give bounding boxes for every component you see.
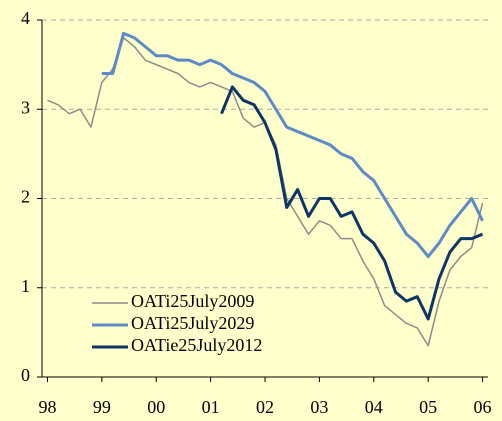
y-tick-label: 3	[21, 97, 30, 117]
y-tick-label: 1	[21, 276, 30, 296]
legend-label: OATie25July2012	[131, 335, 262, 355]
y-tick-label: 2	[21, 187, 30, 207]
series-line	[101, 31, 484, 259]
legend-label: OATi25July2029	[131, 313, 254, 333]
y-tick-label: 0	[21, 365, 30, 385]
x-tick-label: 03	[310, 397, 328, 417]
x-tick-label: 05	[419, 397, 437, 417]
x-tick-label: 06	[474, 397, 492, 417]
x-tick-label: 04	[365, 397, 383, 417]
x-tick-label: 01	[202, 397, 220, 417]
x-tick-label: 00	[147, 397, 165, 417]
x-tick-label: 02	[256, 397, 274, 417]
y-tick-label: 4	[21, 8, 30, 28]
x-tick-label: 98	[38, 397, 56, 417]
x-tick-label: 99	[93, 397, 111, 417]
legend-label: OATi25July2009	[131, 291, 254, 311]
series-line	[220, 85, 484, 321]
